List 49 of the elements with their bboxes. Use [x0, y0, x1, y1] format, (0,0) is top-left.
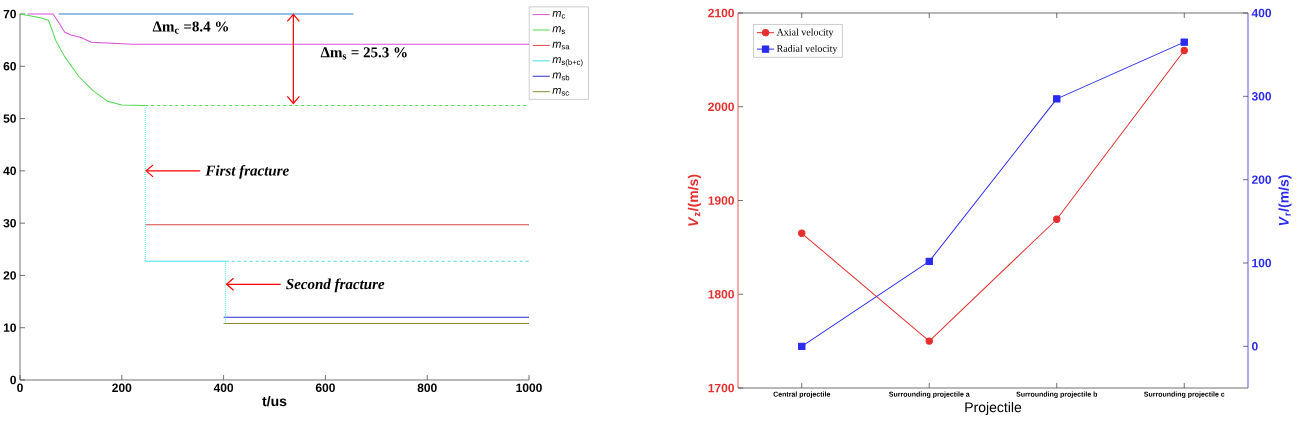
point [1053, 95, 1061, 103]
legend-label: m$_{s(b+c)}$ [552, 57, 583, 67]
y-tick-label: 10 [3, 323, 16, 332]
y-tick-label: 1700 [708, 383, 734, 393]
x-tick-label: 1000 [516, 383, 542, 393]
y-tick-label: 1800 [708, 290, 734, 299]
point [798, 342, 806, 351]
point [1053, 215, 1061, 223]
y-tick-label: 2100 [708, 8, 734, 18]
legend-label: Radial velocity [776, 44, 838, 54]
annotation: Δm$_{s}$ = 25.3 % [320, 47, 407, 60]
legend-label: m$_{c}$ [552, 10, 566, 19]
y-tick-label: 70 [3, 9, 16, 19]
legend-label: m$_{sb}$ [552, 72, 570, 81]
x-tick-label: 200 [112, 383, 132, 393]
x-tick-label: 0 [17, 383, 23, 393]
y2-tick-label: 200 [1251, 175, 1272, 184]
y-tick-label: 20 [3, 271, 16, 280]
legend-label: Axial velocity [776, 28, 834, 38]
y2-tick-label: 300 [1251, 92, 1272, 101]
y-tick-label: 1900 [708, 196, 734, 205]
x-tick-label: 800 [417, 383, 437, 393]
y-tick-label: 50 [3, 114, 16, 123]
y-tick-label: 30 [3, 218, 16, 228]
legend-label: m$_{s}$ [552, 26, 566, 34]
y-axis-title: V$_{z}$/(m/s) [687, 174, 701, 226]
y-tick-label: 2000 [708, 102, 734, 111]
y2-tick-label: 400 [1251, 8, 1272, 18]
point [925, 257, 933, 266]
x-tick-label: 400 [213, 383, 234, 393]
point [1180, 38, 1188, 46]
annotation: Δm$_{c}$ =8.4 % [152, 21, 228, 34]
point [798, 229, 806, 238]
x-tick-label: 600 [315, 383, 335, 393]
y-tick-label: 60 [3, 62, 16, 71]
y2-tick-label: 0 [1252, 342, 1258, 351]
y-tick-label: 40 [3, 166, 16, 176]
point [1180, 46, 1188, 55]
x-axis-title: t/us [262, 395, 287, 407]
annotation: Second fracture [286, 278, 385, 293]
annotation: First fracture [205, 164, 289, 179]
point [925, 337, 933, 345]
x-axis-title: Projectile [965, 401, 1022, 415]
line-series [27, 13, 530, 45]
y2-axis-title: V$_{r}$/(m/s) [1278, 175, 1292, 226]
legend-label: m$_{sc}$ [552, 87, 569, 96]
legend-label: m$_{sa}$ [552, 41, 570, 50]
y2-tick-label: 100 [1252, 258, 1272, 268]
y-tick-label: 0 [10, 375, 16, 385]
